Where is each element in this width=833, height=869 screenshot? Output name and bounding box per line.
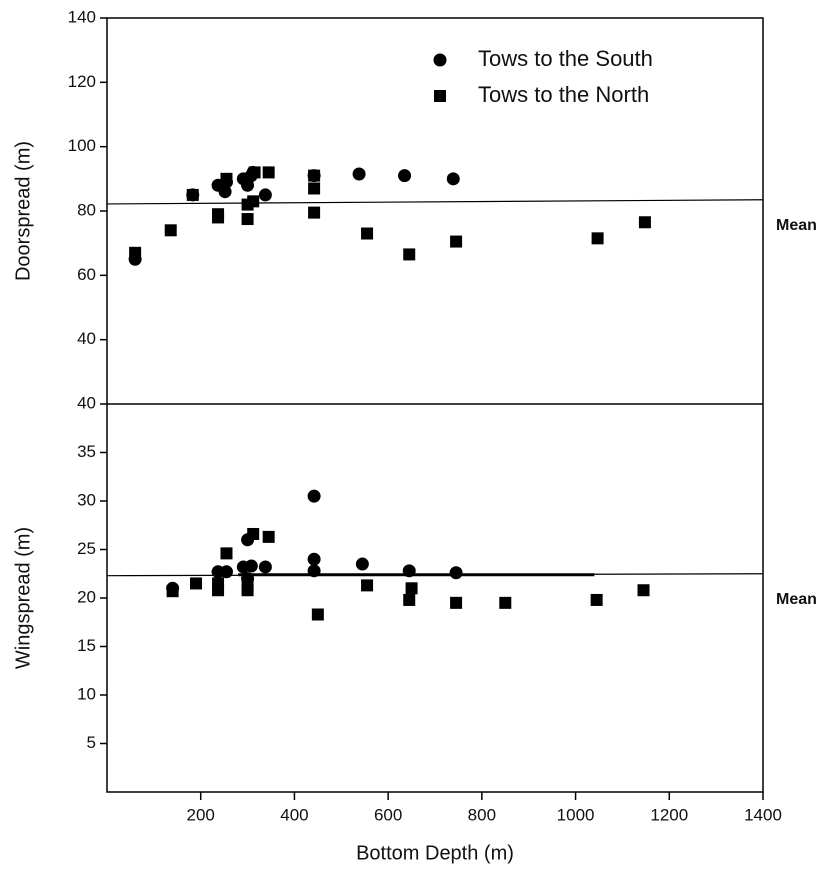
square-marker — [262, 166, 275, 179]
square-marker — [637, 584, 650, 597]
mean-line — [106, 199, 764, 205]
square-marker — [241, 213, 254, 226]
square-marker — [308, 182, 321, 195]
square-marker — [241, 584, 254, 597]
square-marker — [212, 584, 225, 597]
legend-label: Tows to the South — [478, 46, 653, 71]
square-marker — [311, 608, 324, 621]
square-marker — [166, 585, 179, 598]
circle-marker — [218, 185, 232, 199]
x-tick-label: 200 — [187, 805, 215, 824]
square-marker — [262, 530, 275, 543]
circle-marker — [307, 489, 321, 503]
circle-marker — [352, 167, 366, 181]
plot-frame — [106, 17, 764, 793]
y-tick-label: 140 — [68, 7, 96, 26]
y-tick-label: 20 — [77, 587, 96, 606]
square-marker — [403, 248, 416, 261]
square-marker — [361, 579, 374, 592]
y-tick-label: 80 — [77, 200, 96, 219]
x-tick-label: 1200 — [650, 805, 688, 824]
x-axis-label: Bottom Depth (m) — [356, 842, 514, 864]
circle-marker — [307, 552, 321, 566]
square-marker — [164, 224, 177, 237]
y-tick-label: 40 — [77, 329, 96, 348]
square-marker — [450, 235, 463, 248]
circle-marker — [244, 559, 258, 573]
legend-marker — [434, 90, 446, 102]
x-tick-label: 1400 — [744, 805, 782, 824]
square-marker — [248, 166, 261, 179]
y-tick-label: 10 — [77, 684, 96, 703]
y-tick-label: 25 — [77, 539, 96, 558]
square-marker — [308, 206, 321, 219]
square-marker — [591, 232, 604, 245]
square-marker — [129, 246, 142, 259]
mean-label: Mean — [776, 217, 817, 234]
square-marker — [450, 596, 463, 609]
y-axis-label: Wingspread (m) — [12, 527, 34, 669]
square-marker — [190, 577, 203, 590]
y-tick-label: 5 — [87, 733, 96, 752]
square-marker — [403, 593, 416, 606]
square-marker — [247, 195, 260, 208]
x-tick-label: 800 — [468, 805, 496, 824]
square-marker — [186, 188, 199, 201]
circle-marker — [402, 564, 416, 578]
square-marker — [590, 593, 603, 606]
square-marker — [220, 172, 233, 185]
y-axis-label: Doorspread (m) — [12, 141, 34, 281]
x-tick-label: 400 — [280, 805, 308, 824]
mean-label: Mean — [776, 591, 817, 608]
circle-marker — [258, 560, 272, 574]
y-tick-label: 60 — [77, 265, 96, 284]
y-tick-label: 15 — [77, 636, 96, 655]
square-marker — [638, 216, 651, 229]
y-tick-label: 40 — [77, 393, 96, 412]
x-tick-label: 1000 — [557, 805, 595, 824]
y-tick-label: 100 — [68, 136, 96, 155]
square-marker — [247, 527, 260, 540]
square-marker — [361, 227, 374, 240]
circle-marker — [258, 188, 272, 202]
y-tick-label: 30 — [77, 490, 96, 509]
y-tick-label: 35 — [77, 442, 96, 461]
circle-marker — [449, 566, 463, 580]
square-marker — [499, 596, 512, 609]
circle-marker — [219, 565, 233, 579]
x-tick-label: 600 — [374, 805, 402, 824]
square-marker — [220, 547, 233, 560]
legend-label: Tows to the North — [478, 82, 649, 107]
square-marker — [405, 582, 418, 595]
square-marker — [212, 211, 225, 224]
circle-marker — [355, 557, 369, 571]
circle-marker — [398, 169, 412, 183]
y-tick-label: 120 — [68, 72, 96, 91]
circle-marker — [307, 564, 321, 578]
circle-marker — [446, 172, 460, 186]
square-marker — [308, 169, 321, 182]
legend-marker — [433, 53, 447, 67]
